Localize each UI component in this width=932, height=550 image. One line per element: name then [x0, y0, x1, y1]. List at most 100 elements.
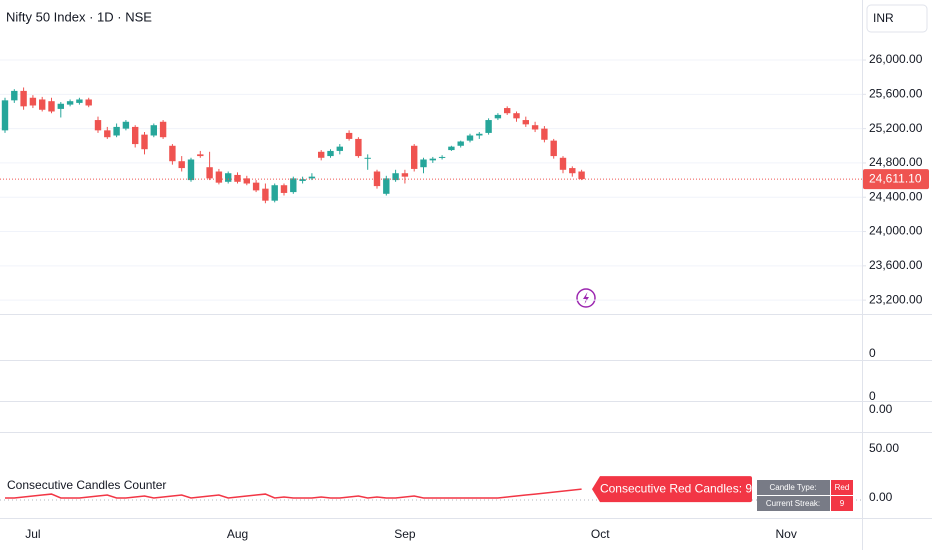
candle-body — [541, 128, 548, 140]
candle-body — [318, 151, 325, 158]
candle-body — [299, 179, 306, 181]
candle-body — [485, 120, 492, 133]
candle-body — [569, 168, 576, 174]
last-price-label: 24,611.10 — [869, 171, 922, 185]
indicator-tick-label: 0.00 — [869, 490, 893, 504]
candle-body — [457, 141, 464, 146]
indicator-title: Consecutive Candles Counter — [7, 478, 166, 492]
candle-body — [234, 174, 241, 182]
candle-body — [243, 178, 250, 184]
candle-body — [383, 178, 390, 194]
table-key: Candle Type: — [770, 483, 817, 492]
indicator-label-box — [592, 476, 752, 503]
candle-body — [271, 185, 278, 201]
y-tick-label: 23,600.00 — [869, 258, 923, 272]
lightning-icon[interactable] — [576, 288, 596, 308]
candle-body — [262, 188, 269, 201]
candle-body — [206, 167, 213, 179]
candle-body — [290, 178, 297, 193]
candle-body — [364, 157, 371, 159]
pane-tick-label: 0 — [869, 389, 876, 403]
y-tick-label: 25,200.00 — [869, 121, 923, 135]
candle-body — [327, 150, 334, 157]
x-tick-label: Jul — [25, 527, 40, 541]
candle-body — [57, 103, 64, 109]
candle-body — [150, 125, 157, 136]
candle-body — [85, 99, 92, 106]
x-tick-label: Sep — [394, 527, 416, 541]
table-cell — [831, 480, 853, 495]
candle-body — [373, 171, 381, 187]
candle-body — [336, 146, 343, 151]
candle-body — [504, 108, 511, 114]
candle-body — [1, 100, 9, 131]
candle-body — [429, 158, 436, 161]
table-value: 9 — [840, 499, 845, 508]
candle-body — [411, 145, 418, 169]
candle-body — [39, 99, 46, 110]
currency-button[interactable] — [866, 4, 928, 33]
candle-body — [48, 101, 55, 112]
candle-body — [225, 173, 232, 182]
candle-body — [141, 134, 148, 150]
table-key: Current Streak: — [766, 499, 820, 508]
y-tick-label: 24,400.00 — [869, 189, 923, 203]
candle-body — [345, 132, 353, 139]
candle-body — [29, 97, 37, 106]
x-tick-label: Nov — [776, 527, 797, 541]
indicator-tick-label: 50.00 — [869, 441, 899, 455]
candle-body — [197, 154, 204, 157]
candle-body — [66, 101, 74, 105]
y-tick-label: 26,000.00 — [869, 52, 923, 66]
candle-body — [76, 99, 83, 103]
candle-body — [20, 90, 27, 107]
y-tick-label: 25,600.00 — [869, 87, 923, 101]
table-cell — [831, 496, 853, 511]
indicator-label: Consecutive Red Candles: 9 — [600, 481, 752, 495]
candle-body — [280, 185, 288, 193]
candle-body — [531, 125, 539, 130]
y-tick-label: 24,000.00 — [869, 224, 923, 238]
candle-body — [113, 126, 120, 136]
y-tick-label: 23,200.00 — [869, 292, 923, 306]
table-value: Red — [835, 483, 850, 492]
candle-body — [104, 130, 111, 138]
pane-tick-label: 0.00 — [869, 402, 893, 416]
candle-body — [355, 138, 362, 157]
last-price-box — [863, 169, 929, 190]
candle-body — [550, 140, 557, 157]
indicator-line — [5, 488, 582, 499]
candle-body — [132, 126, 139, 145]
candle-body — [252, 182, 260, 191]
candle-body — [159, 121, 167, 138]
table-cell — [757, 496, 830, 511]
candle-body — [522, 120, 529, 125]
candle-body — [494, 114, 502, 119]
candle-body — [513, 113, 520, 119]
candle-body — [11, 90, 18, 101]
candle-body — [401, 173, 409, 177]
table-cell — [757, 480, 830, 495]
candle-body — [466, 135, 474, 141]
candle-body — [308, 176, 316, 179]
candle-body — [438, 156, 446, 158]
pane-tick-label: 0 — [869, 346, 876, 360]
candle-body — [178, 161, 185, 169]
candle-body — [187, 159, 195, 181]
x-tick-label: Aug — [227, 527, 248, 541]
chart-title: Nifty 50 Index · 1D · NSE — [6, 9, 152, 24]
candle-body — [215, 171, 223, 183]
candle-body — [578, 171, 585, 180]
candle-body — [420, 159, 427, 168]
candle-body — [122, 121, 130, 129]
y-tick-label: 24,800.00 — [869, 155, 923, 169]
candle-body — [448, 146, 455, 151]
x-tick-label: Oct — [591, 527, 610, 541]
candle-body — [559, 157, 567, 170]
currency-label: INR — [873, 11, 894, 25]
candle-body — [476, 133, 483, 136]
candle-body — [169, 145, 176, 162]
candle-body — [392, 173, 399, 181]
